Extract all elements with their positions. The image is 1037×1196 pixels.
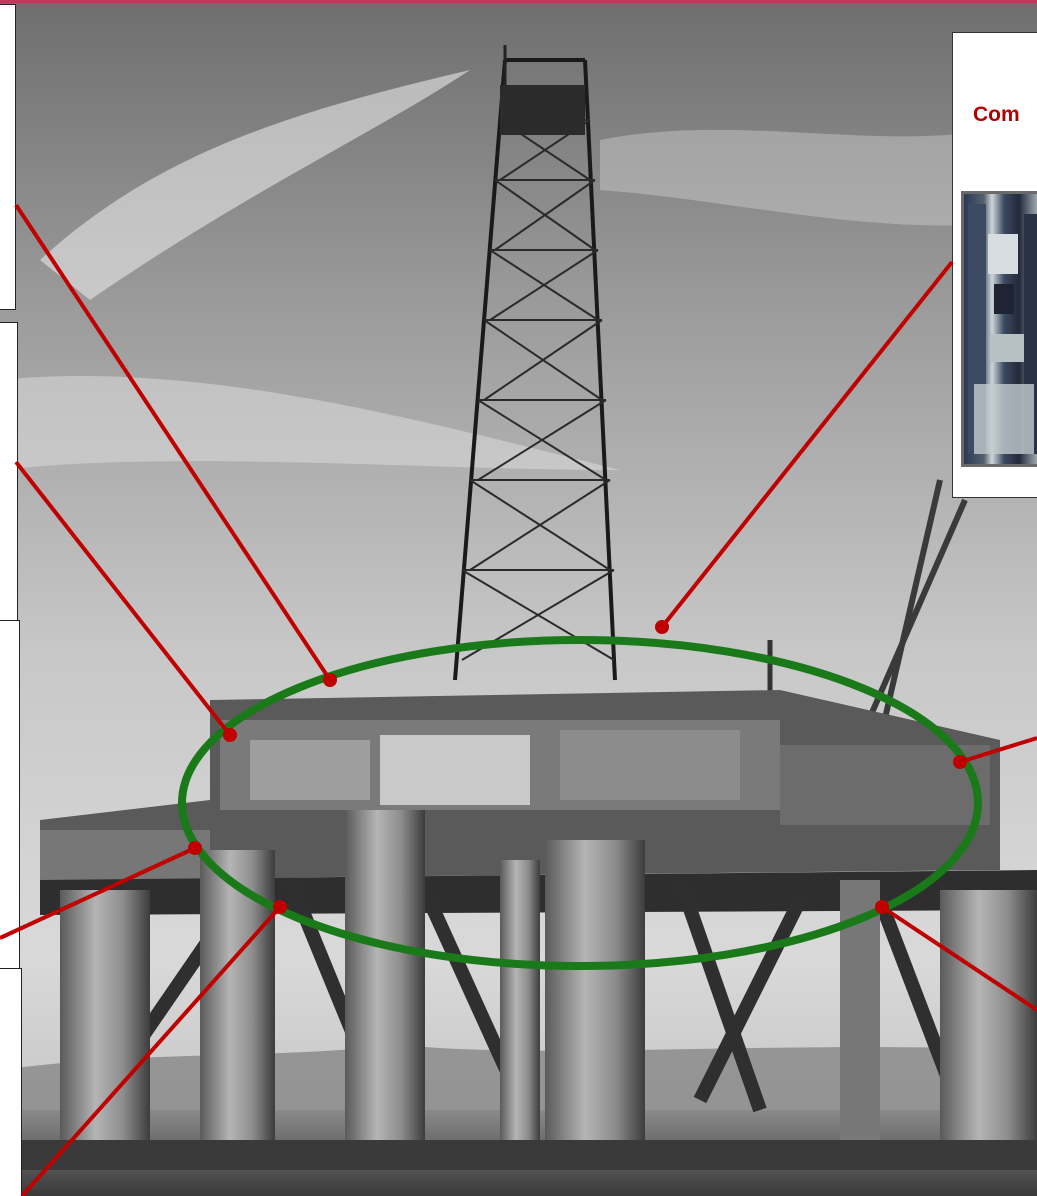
left-box-1 — [0, 4, 16, 310]
equipment-rack-photo — [961, 191, 1037, 467]
marker-dot-7 — [875, 900, 889, 914]
marker-dot-5 — [655, 620, 669, 634]
leader-line-6 — [959, 736, 1037, 764]
callout-title: Com — [973, 103, 1020, 126]
slide-top-border — [0, 0, 1037, 3]
marker-dot-1 — [323, 673, 337, 687]
rack-illustration — [968, 204, 1037, 454]
leader-line-4 — [20, 905, 282, 1196]
left-box-4 — [0, 968, 22, 1196]
marker-dot-4 — [273, 900, 287, 914]
marker-dot-3 — [188, 841, 202, 855]
leader-line-5 — [660, 260, 954, 629]
leader-line-1 — [14, 203, 332, 682]
leader-line-2 — [14, 460, 232, 737]
leader-line-3 — [0, 846, 196, 940]
marker-dot-2 — [223, 728, 237, 742]
leader-line-7 — [880, 905, 1037, 1012]
deck-highlight-ellipse — [178, 636, 982, 970]
marker-dot-6 — [953, 755, 967, 769]
callout-box: Com — [952, 32, 1037, 498]
